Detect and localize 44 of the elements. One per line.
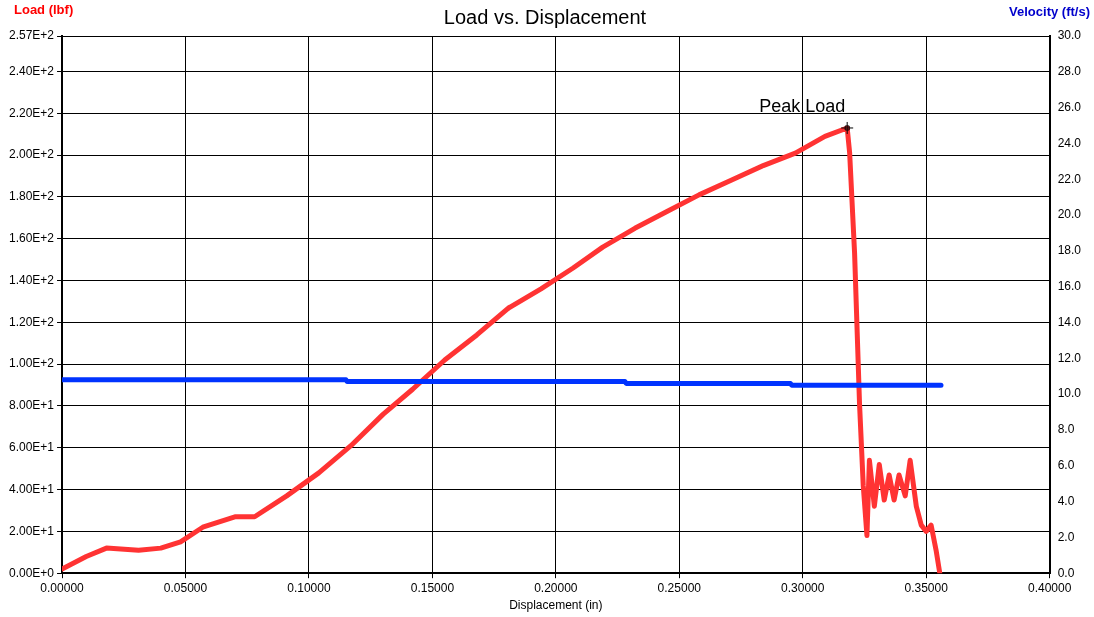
y-tick-label: 8.00E+1 bbox=[8, 398, 55, 413]
x-tick-label: 0.00000 bbox=[40, 580, 85, 595]
y2-tick-label: 24.0 bbox=[1057, 135, 1082, 150]
y2-tick-label: 12.0 bbox=[1057, 350, 1082, 365]
y2-tick-label: 2.0 bbox=[1057, 529, 1075, 544]
y2-tick-label: 4.0 bbox=[1057, 493, 1075, 508]
x-tick-label: 0.30000 bbox=[781, 580, 825, 595]
y2-tick-label: 10.0 bbox=[1057, 386, 1082, 401]
x-tick-label: 0.25000 bbox=[657, 580, 702, 595]
y2-tick-label: 22.0 bbox=[1057, 171, 1082, 186]
x-tick-label: 0.05000 bbox=[163, 580, 208, 595]
y2-tick-label: 16.0 bbox=[1057, 279, 1082, 294]
annotation: Peak Load bbox=[759, 95, 846, 116]
y2-tick-label: 18.0 bbox=[1057, 243, 1082, 258]
y-axis-title: Load (lbf) bbox=[14, 2, 74, 18]
y2-axis-title: Velocity (ft/s) bbox=[1009, 4, 1090, 20]
x-axis-title: Displacement (in) bbox=[509, 598, 603, 613]
y2-tick-label: 30.0 bbox=[1057, 28, 1082, 43]
chart-title: Load vs. Displacement bbox=[443, 5, 647, 28]
x-tick-label: 0.15000 bbox=[410, 580, 455, 595]
y-tick-label: 0.00E+0 bbox=[8, 565, 55, 580]
y-tick-label: 6.00E+1 bbox=[8, 440, 55, 455]
y-tick-label: 2.57E+2 bbox=[8, 28, 55, 43]
y2-tick-label: 26.0 bbox=[1057, 99, 1082, 114]
y2-tick-label: 14.0 bbox=[1057, 314, 1082, 329]
y-tick-label: 1.80E+2 bbox=[8, 189, 55, 204]
y-tick-label: 1.00E+2 bbox=[8, 356, 55, 371]
y2-tick-label: 6.0 bbox=[1057, 458, 1075, 473]
y-tick-label: 2.00E+1 bbox=[8, 523, 55, 538]
y-tick-label: 4.00E+1 bbox=[8, 481, 55, 496]
y2-tick-label: 20.0 bbox=[1057, 207, 1082, 222]
y2-tick-label: 8.0 bbox=[1057, 422, 1075, 437]
y-tick-label: 1.20E+2 bbox=[8, 314, 55, 329]
y-tick-label: 1.40E+2 bbox=[8, 272, 55, 287]
y2-tick-label: 28.0 bbox=[1057, 64, 1082, 79]
x-tick-label: 0.20000 bbox=[534, 580, 578, 595]
x-tick-label: 0.10000 bbox=[287, 580, 331, 595]
y-tick-label: 2.00E+2 bbox=[8, 147, 55, 162]
y-tick-label: 2.40E+2 bbox=[8, 63, 55, 78]
y-tick-label: 2.20E+2 bbox=[8, 105, 55, 120]
x-tick-label: 0.35000 bbox=[904, 580, 949, 595]
x-tick-label: 0.40000 bbox=[1027, 580, 1072, 595]
y-tick-label: 1.60E+2 bbox=[8, 231, 55, 246]
y2-tick-label: 0.0 bbox=[1057, 565, 1075, 580]
